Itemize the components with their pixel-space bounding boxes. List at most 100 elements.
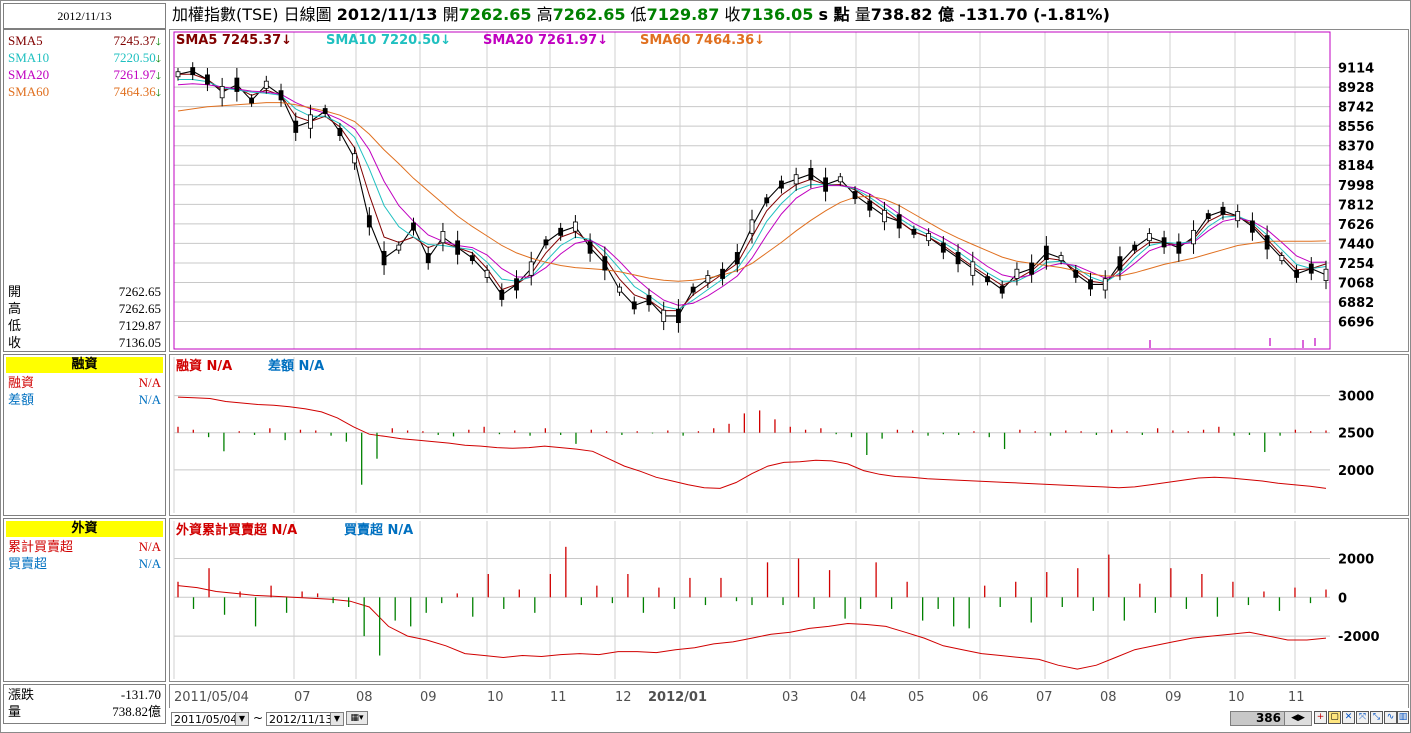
foreign-panel-title: 外資: [6, 521, 163, 537]
candle-body: [425, 253, 431, 264]
candle-body: [985, 276, 990, 283]
x-tick-label: 04: [850, 690, 867, 705]
bar-chart-icon[interactable]: ▥: [1397, 711, 1409, 724]
sma-row-sma5-label: SMA5: [8, 33, 43, 48]
bar-count-box[interactable]: 386 ◀▶: [1230, 711, 1312, 726]
candle-body: [249, 97, 254, 104]
candle-body: [1205, 213, 1211, 220]
x-tick-label: 07: [294, 690, 311, 705]
down-arrow-icon: 🡓: [155, 71, 161, 82]
candle-body: [661, 309, 667, 322]
legend-entry: 外資累計買賣超 N/A: [175, 522, 297, 538]
start-date-select[interactable]: 2011/05/04 ▼: [171, 712, 249, 726]
ohlc-row: 低 7129.87: [8, 317, 161, 334]
candle-body: [617, 286, 622, 293]
series-line-0: [177, 585, 1327, 670]
candle-body: [234, 77, 240, 92]
sma-row-sma20: SMA20 7261.97🡓: [8, 66, 161, 83]
footer-row: 量 738.82億: [8, 703, 161, 720]
y-tick-label: -2000: [1338, 630, 1380, 645]
close-label: 收: [724, 5, 741, 24]
price-chart[interactable]: 9114 8928 8742 8556 8370 8184 7998 7812 7626 7440…: [170, 30, 1408, 351]
candle-body: [1146, 233, 1152, 242]
candle-body: [705, 275, 711, 284]
s-point-label: s 點: [818, 5, 850, 24]
candle-body: [1043, 245, 1049, 260]
series-line-3: [177, 83, 1327, 306]
header-title: 加權指數(TSE) 日線圖 2012/11/13 開7262.65 高7262.…: [172, 4, 1110, 26]
volume-label: 量: [854, 5, 871, 24]
chevron-down-icon[interactable]: ▼: [235, 713, 248, 725]
close-value: 7136.05: [740, 5, 814, 24]
zoom-in-icon[interactable]: +: [1314, 711, 1327, 724]
y-tick-label: 2000: [1338, 464, 1374, 479]
ohlc-row: 開 7262.65: [8, 283, 161, 300]
candle-body: [1176, 241, 1182, 254]
candle-body: [455, 240, 461, 255]
candle-body: [690, 286, 696, 293]
volume-value: 738.82 億: [870, 5, 955, 24]
chevron-down-icon[interactable]: ▼: [330, 713, 343, 725]
candle-body: [734, 252, 740, 265]
x-tick-label: 07: [1036, 690, 1053, 705]
end-date-select[interactable]: 2012/11/13 ▼: [266, 712, 344, 726]
foreign-row: 買賣超 N/A: [8, 555, 161, 572]
candle-body: [837, 176, 843, 183]
start-date-value: 2011/05/04: [174, 713, 238, 726]
expand-icon[interactable]: ✕: [1342, 711, 1355, 724]
high-label: 高: [536, 5, 553, 24]
zoom-fit-icon[interactable]: ▢: [1328, 711, 1341, 724]
x-tick-label: 2011/05/04: [174, 690, 249, 705]
candle-body: [1014, 268, 1020, 279]
collapse-icon[interactable]: ⤧: [1356, 711, 1369, 724]
margin-row: 融資 N/A: [8, 374, 161, 391]
date-range-tilde: ~: [253, 711, 264, 725]
shrink-icon[interactable]: ⤡: [1370, 711, 1383, 724]
sma-row-sma60-label: SMA60: [8, 84, 50, 99]
y-tick-label: 7626: [1338, 218, 1374, 233]
margin-chart[interactable]: 3000 2500 2000 融資 N/A 差額 N/A: [170, 355, 1408, 515]
footer-row-value: 738.82億: [112, 704, 161, 719]
sma-row-sma60-value: 7464.36🡓: [113, 84, 161, 99]
y-tick-label: 9114: [1338, 62, 1374, 77]
candle-body: [1323, 268, 1329, 281]
series-line-2: [178, 79, 1327, 311]
ohlc-row-label: 收: [8, 335, 22, 350]
candle-body: [940, 242, 946, 253]
candle-body: [1073, 269, 1079, 278]
candle-body: [411, 222, 416, 231]
calendar-icon[interactable]: ▦▾: [346, 711, 368, 725]
y-tick-label: 0: [1338, 591, 1347, 606]
candle-body: [205, 74, 210, 85]
y-tick-label: 7812: [1338, 198, 1374, 213]
candle-body: [1250, 220, 1255, 233]
high-value: 7262.65: [552, 5, 626, 24]
candle-body: [852, 191, 858, 200]
footer-row: 漲跌 -131.70: [8, 686, 161, 703]
series-line-4: [177, 102, 1327, 282]
candle-body: [514, 278, 519, 291]
candle-body: [1058, 255, 1064, 262]
candle-body: [764, 197, 770, 204]
x-tick-label: 03: [782, 690, 799, 705]
y-tick-label: 8556: [1338, 120, 1374, 135]
foreign-row-label: 買賣超: [8, 556, 48, 571]
candle-body: [867, 200, 873, 211]
y-tick-label: 7254: [1338, 257, 1374, 272]
scroll-arrows-icon[interactable]: ◀▶: [1284, 712, 1311, 725]
candle-body: [646, 295, 652, 306]
candle-body: [322, 108, 328, 114]
legend-entry: 差額 N/A: [268, 358, 324, 374]
candle-body: [1220, 206, 1226, 215]
line-chart-icon[interactable]: ∿: [1384, 711, 1397, 724]
candle-body: [1235, 211, 1241, 222]
foreign-info-panel: 外資 累計買賣超 N/A 買賣超 N/A: [3, 518, 166, 682]
candle-body: [823, 177, 828, 192]
foreign-row-label: 累計買賣超: [8, 539, 74, 554]
foreign-chart[interactable]: 2000 0 -2000 外資累計買賣超 N/A 買賣超 N/A: [170, 519, 1408, 681]
candle-body: [896, 214, 902, 229]
candle-body: [572, 221, 578, 232]
candle-body: [366, 215, 372, 228]
open-label: 開: [442, 5, 459, 24]
candle-body: [955, 252, 961, 265]
